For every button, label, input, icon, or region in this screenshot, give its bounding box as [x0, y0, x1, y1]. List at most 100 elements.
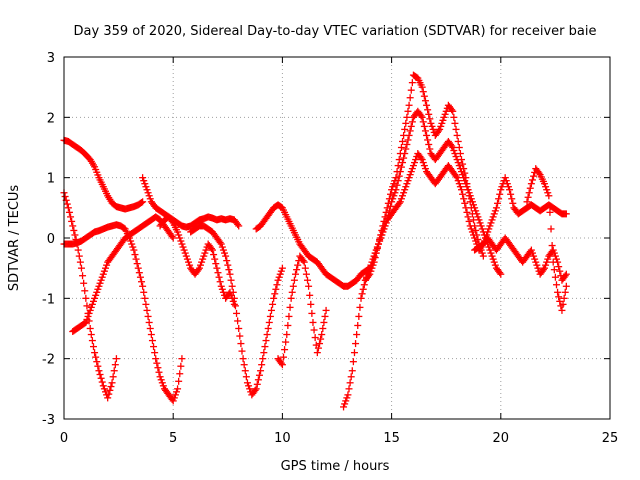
- data-point: [153, 359, 161, 367]
- data-point: [452, 125, 460, 133]
- data-point: [278, 361, 286, 369]
- data-point: [238, 347, 246, 355]
- data-point: [407, 122, 415, 130]
- data-point: [198, 258, 206, 266]
- data-point: [272, 285, 280, 293]
- series-arc-5: [60, 221, 186, 405]
- data-point: [319, 325, 327, 332]
- data-point: [561, 288, 569, 296]
- data-point: [96, 371, 104, 379]
- data-point: [468, 228, 476, 236]
- data-point: [155, 368, 163, 376]
- data-point: [488, 252, 496, 260]
- data-point: [240, 361, 248, 369]
- data-point: [460, 174, 468, 182]
- data-point: [357, 294, 365, 302]
- data-point: [103, 261, 111, 269]
- data-point: [156, 373, 164, 381]
- data-point: [213, 264, 221, 272]
- data-point: [290, 276, 298, 284]
- data-point: [348, 367, 356, 375]
- data-point: [457, 186, 465, 194]
- data-point: [403, 140, 411, 148]
- data-point: [181, 249, 189, 257]
- data-point: [399, 159, 407, 167]
- data-point: [223, 257, 231, 265]
- data-point: [199, 255, 207, 263]
- y-tick-label: -3: [42, 413, 55, 428]
- x-tick-label: 10: [274, 431, 291, 446]
- series-arc-1: [60, 136, 147, 213]
- data-point: [461, 177, 469, 185]
- data-point: [257, 367, 265, 375]
- data-point: [409, 162, 417, 170]
- data-point: [450, 113, 458, 121]
- data-point: [524, 193, 532, 201]
- data-point: [543, 258, 551, 266]
- data-point: [200, 252, 208, 260]
- data-point: [92, 291, 100, 299]
- data-point: [142, 183, 150, 191]
- data-point: [554, 288, 562, 296]
- data-point: [82, 294, 90, 302]
- data-point: [87, 303, 95, 311]
- data-point: [301, 264, 309, 272]
- data-point: [169, 397, 177, 405]
- data-point: [100, 267, 108, 275]
- data-point: [242, 373, 250, 381]
- data-point: [397, 195, 405, 203]
- data-point: [235, 325, 243, 332]
- data-point: [478, 225, 486, 233]
- data-point: [184, 258, 192, 266]
- data-point: [233, 309, 241, 317]
- data-point: [442, 107, 450, 115]
- data-point: [465, 189, 473, 197]
- data-point: [293, 266, 301, 274]
- data-point: [550, 249, 558, 257]
- data-point: [288, 288, 296, 296]
- data-point: [527, 246, 535, 254]
- data-point: [508, 195, 516, 203]
- data-point: [382, 219, 390, 227]
- data-point: [542, 183, 550, 191]
- data-point: [489, 255, 497, 263]
- data-markers: [60, 71, 570, 411]
- data-point: [88, 300, 96, 308]
- data-point: [373, 243, 381, 251]
- data-point: [498, 183, 506, 191]
- data-point: [532, 258, 540, 266]
- data-point: [367, 261, 375, 269]
- data-point: [540, 264, 548, 272]
- data-point: [150, 343, 158, 351]
- data-point: [174, 385, 182, 393]
- data-point: [126, 234, 134, 242]
- data-point: [362, 273, 370, 281]
- data-point: [561, 272, 569, 280]
- data-point: [65, 208, 73, 216]
- data-point: [279, 353, 287, 361]
- series-arc-9: [274, 252, 330, 369]
- data-point: [259, 355, 267, 363]
- data-point: [528, 249, 536, 257]
- data-point: [270, 294, 278, 302]
- data-point: [158, 379, 166, 387]
- data-point: [69, 222, 77, 230]
- data-point: [372, 246, 380, 254]
- data-point: [473, 210, 481, 218]
- data-point: [81, 287, 89, 295]
- data-point: [475, 216, 483, 224]
- data-point: [423, 131, 431, 139]
- data-point: [390, 192, 398, 200]
- data-point: [395, 156, 403, 164]
- data-point: [64, 204, 72, 212]
- data-point: [140, 177, 148, 185]
- data-point: [429, 125, 437, 133]
- data-point: [76, 258, 84, 266]
- y-tick-label: 2: [47, 111, 55, 126]
- data-point: [211, 255, 219, 263]
- data-point: [423, 101, 431, 109]
- data-point: [441, 110, 449, 118]
- data-point: [359, 285, 367, 293]
- data-point: [453, 156, 461, 164]
- data-point: [263, 331, 271, 339]
